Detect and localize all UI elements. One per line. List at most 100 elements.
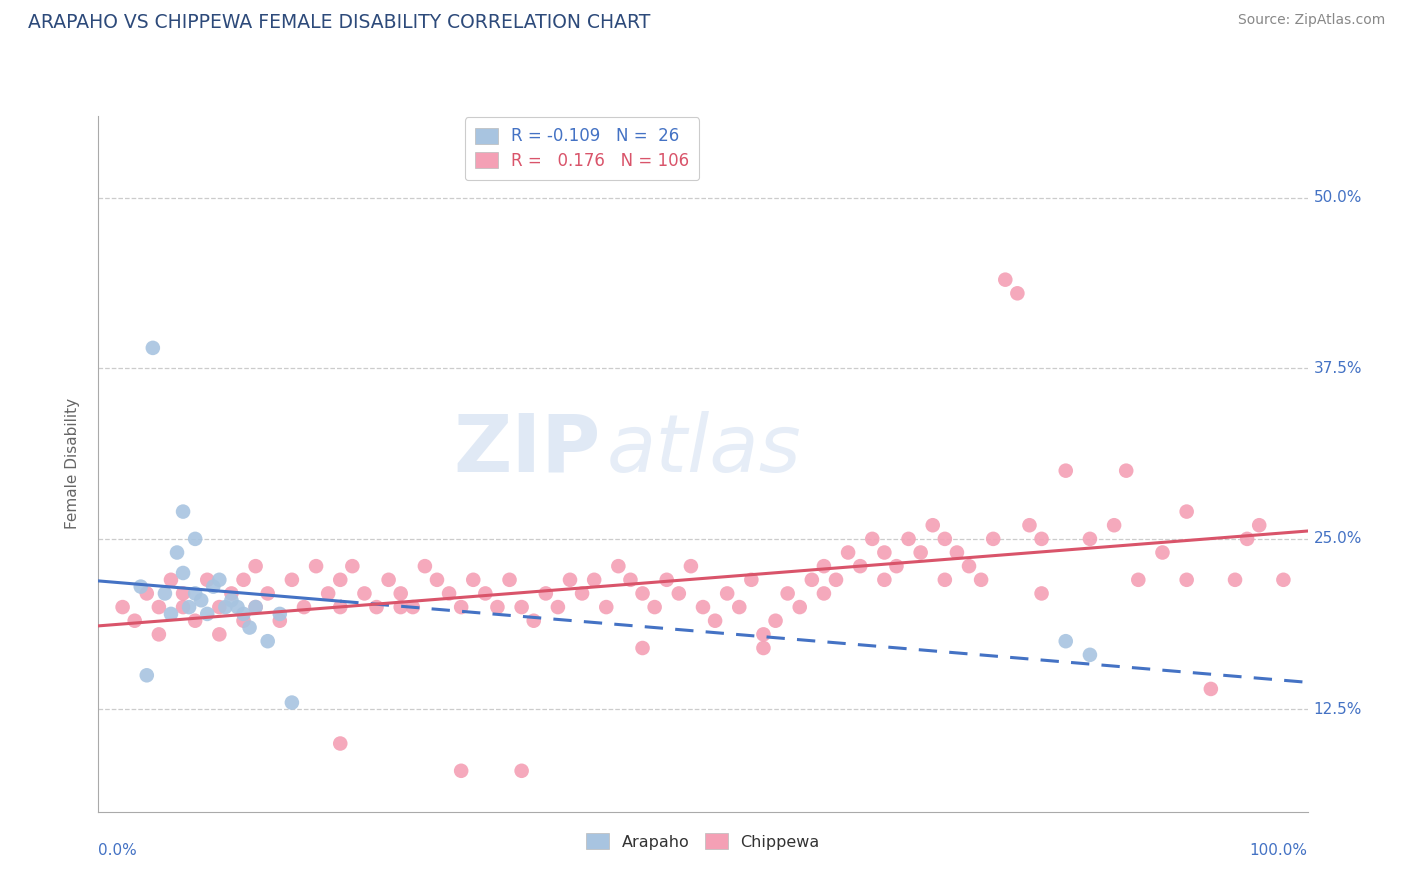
- Point: [450, 600, 472, 615]
- Point: [1078, 532, 1101, 546]
- Point: [221, 586, 243, 600]
- Point: [329, 573, 352, 587]
- Point: [619, 573, 641, 587]
- Point: [172, 566, 194, 580]
- Point: [226, 600, 249, 615]
- Text: 0.0%: 0.0%: [98, 843, 138, 858]
- Point: [256, 634, 278, 648]
- Point: [1175, 573, 1198, 587]
- Point: [184, 532, 207, 546]
- Point: [510, 600, 533, 615]
- Point: [776, 586, 799, 600]
- Point: [765, 614, 787, 628]
- Point: [860, 532, 883, 546]
- Point: [172, 600, 194, 615]
- Point: [342, 559, 364, 574]
- Point: [692, 600, 714, 615]
- Text: ZIP: ZIP: [453, 411, 600, 489]
- Text: 37.5%: 37.5%: [1313, 361, 1362, 376]
- Point: [305, 559, 328, 574]
- Point: [184, 586, 207, 600]
- Point: [124, 614, 146, 628]
- Point: [910, 545, 932, 559]
- Point: [583, 573, 606, 587]
- Point: [668, 586, 690, 600]
- Text: atlas: atlas: [606, 411, 801, 489]
- Point: [269, 607, 291, 621]
- Point: [510, 764, 533, 778]
- Point: [202, 580, 225, 594]
- Point: [1223, 573, 1246, 587]
- Text: 50.0%: 50.0%: [1313, 190, 1362, 205]
- Point: [800, 573, 823, 587]
- Point: [957, 559, 980, 574]
- Point: [166, 545, 188, 559]
- Point: [245, 600, 267, 615]
- Point: [981, 532, 1004, 546]
- Point: [129, 580, 152, 594]
- Point: [195, 573, 218, 587]
- Text: 100.0%: 100.0%: [1250, 843, 1308, 858]
- Point: [160, 573, 183, 587]
- Point: [849, 559, 872, 574]
- Point: [148, 600, 170, 615]
- Point: [111, 600, 134, 615]
- Point: [825, 573, 848, 587]
- Point: [547, 600, 569, 615]
- Point: [789, 600, 811, 615]
- Point: [571, 586, 593, 600]
- Point: [474, 586, 496, 600]
- Point: [523, 614, 546, 628]
- Point: [740, 573, 762, 587]
- Point: [1031, 586, 1053, 600]
- Point: [655, 573, 678, 587]
- Point: [450, 764, 472, 778]
- Point: [873, 573, 896, 587]
- Text: 25.0%: 25.0%: [1313, 532, 1362, 547]
- Point: [142, 341, 165, 355]
- Text: 12.5%: 12.5%: [1313, 702, 1362, 717]
- Point: [752, 627, 775, 641]
- Point: [813, 586, 835, 600]
- Legend: Arapaho, Chippewa: Arapaho, Chippewa: [581, 827, 825, 856]
- Point: [269, 614, 291, 628]
- Point: [752, 640, 775, 655]
- Point: [1018, 518, 1040, 533]
- Point: [534, 586, 557, 600]
- Point: [886, 559, 908, 574]
- Point: [153, 586, 176, 600]
- Point: [184, 614, 207, 628]
- Point: [934, 532, 956, 546]
- Point: [486, 600, 509, 615]
- Text: Source: ZipAtlas.com: Source: ZipAtlas.com: [1237, 13, 1385, 28]
- Point: [873, 545, 896, 559]
- Point: [498, 573, 520, 587]
- Point: [595, 600, 617, 615]
- Point: [946, 545, 969, 559]
- Point: [1115, 464, 1137, 478]
- Point: [1199, 681, 1222, 696]
- Point: [148, 627, 170, 641]
- Point: [1031, 532, 1053, 546]
- Point: [353, 586, 375, 600]
- Point: [179, 600, 201, 615]
- Point: [1152, 545, 1174, 559]
- Point: [190, 593, 212, 607]
- Point: [728, 600, 751, 615]
- Point: [970, 573, 993, 587]
- Point: [463, 573, 485, 587]
- Point: [172, 505, 194, 519]
- Point: [426, 573, 449, 587]
- Point: [316, 586, 339, 600]
- Point: [135, 586, 157, 600]
- Point: [208, 573, 231, 587]
- Point: [1236, 532, 1258, 546]
- Point: [1007, 286, 1029, 301]
- Point: [366, 600, 388, 615]
- Point: [1078, 648, 1101, 662]
- Point: [245, 559, 267, 574]
- Point: [813, 559, 835, 574]
- Point: [208, 600, 231, 615]
- Point: [897, 532, 920, 546]
- Point: [389, 586, 412, 600]
